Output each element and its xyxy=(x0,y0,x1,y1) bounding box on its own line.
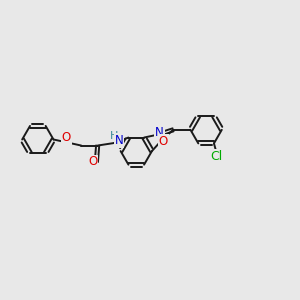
Text: O: O xyxy=(88,155,98,168)
Text: H: H xyxy=(110,131,118,141)
Text: O: O xyxy=(62,131,71,145)
Text: O: O xyxy=(159,135,168,148)
Text: Cl: Cl xyxy=(210,150,223,163)
Text: N: N xyxy=(115,134,123,147)
Text: N: N xyxy=(155,126,164,139)
